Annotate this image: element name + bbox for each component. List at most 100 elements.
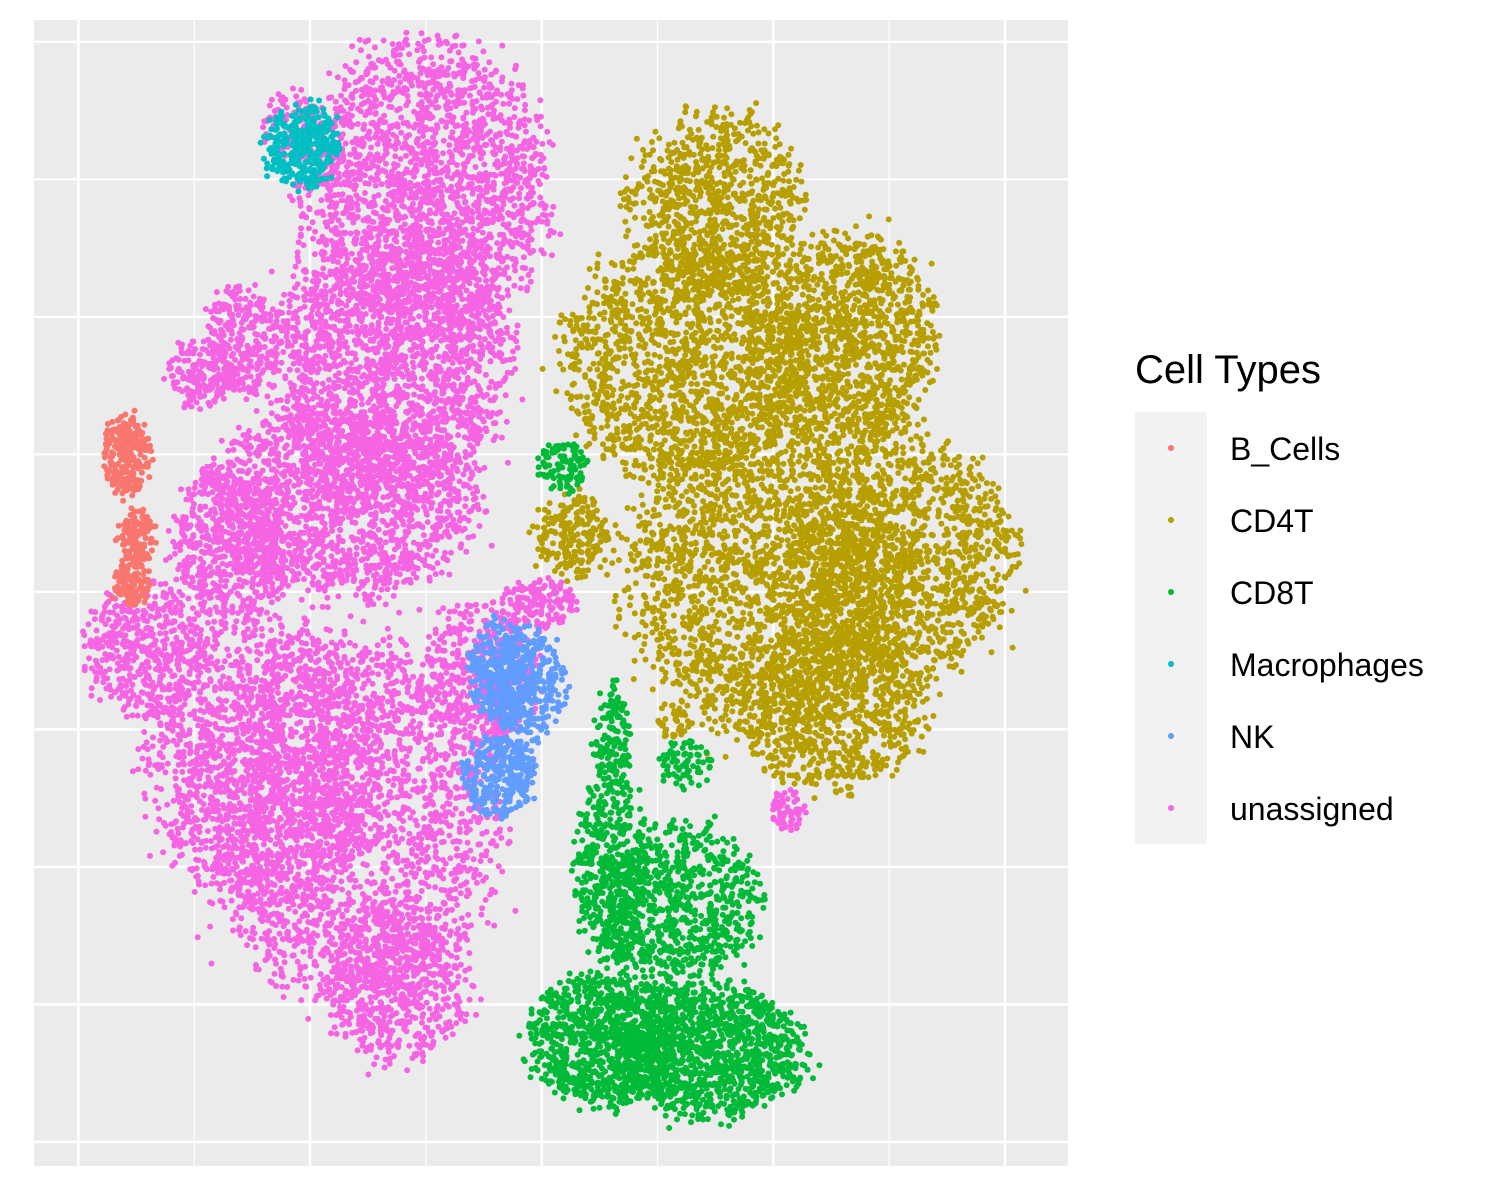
point — [288, 449, 295, 455]
point — [406, 254, 412, 261]
point — [322, 292, 329, 299]
point — [422, 260, 429, 267]
point — [487, 397, 494, 404]
point — [394, 217, 401, 224]
point — [372, 182, 379, 189]
point — [498, 170, 504, 177]
point — [353, 192, 360, 199]
point — [403, 29, 410, 36]
point — [356, 152, 363, 159]
point — [371, 193, 378, 200]
point — [365, 53, 372, 60]
point — [452, 33, 459, 40]
point — [477, 155, 484, 162]
point — [374, 141, 381, 147]
point — [390, 203, 397, 210]
point — [388, 246, 395, 252]
point — [373, 405, 380, 412]
point — [514, 155, 521, 162]
point — [311, 251, 318, 258]
point — [367, 234, 374, 241]
point — [516, 195, 522, 202]
point — [341, 385, 348, 392]
point — [452, 146, 459, 153]
point — [379, 155, 386, 162]
point — [391, 228, 398, 235]
point — [431, 141, 437, 148]
point — [305, 587, 312, 594]
point — [443, 370, 450, 377]
point — [514, 96, 521, 103]
point — [392, 347, 399, 354]
point — [442, 265, 448, 272]
point — [503, 418, 510, 425]
point — [480, 321, 486, 328]
point — [481, 286, 487, 293]
point — [490, 149, 496, 156]
point — [416, 313, 423, 320]
point — [373, 345, 380, 352]
point — [455, 375, 462, 382]
point — [334, 281, 341, 288]
point — [422, 308, 428, 315]
point — [484, 220, 491, 227]
point — [469, 323, 476, 330]
point — [363, 457, 370, 464]
point — [351, 176, 358, 183]
point — [334, 228, 341, 235]
point — [543, 173, 550, 180]
point — [336, 340, 343, 347]
point — [368, 120, 375, 127]
point — [320, 265, 327, 272]
point — [329, 294, 336, 301]
point — [347, 230, 354, 237]
point — [338, 197, 345, 204]
point — [403, 284, 409, 290]
point — [501, 235, 508, 242]
point — [494, 308, 501, 315]
point — [429, 246, 435, 253]
point — [446, 571, 453, 578]
point — [401, 262, 408, 269]
point — [557, 231, 564, 238]
point — [372, 111, 379, 117]
point — [453, 244, 460, 251]
point — [481, 142, 488, 148]
point — [365, 299, 372, 306]
point — [430, 290, 437, 297]
point — [488, 137, 495, 144]
point — [459, 133, 466, 140]
point — [326, 376, 333, 383]
point — [313, 380, 320, 387]
point — [484, 176, 491, 183]
point — [421, 84, 428, 91]
point — [418, 101, 425, 108]
series-unassigned — [80, 29, 809, 1078]
point — [522, 128, 529, 135]
point — [328, 202, 335, 209]
point — [387, 123, 394, 130]
point — [463, 548, 470, 555]
point — [477, 193, 484, 200]
point — [383, 160, 389, 167]
point — [451, 254, 457, 261]
point — [396, 184, 403, 190]
point — [344, 377, 351, 383]
point — [389, 41, 396, 47]
point — [348, 360, 355, 367]
point — [498, 117, 505, 124]
point — [524, 195, 531, 202]
point — [338, 300, 345, 306]
point — [345, 514, 352, 521]
point — [509, 132, 516, 139]
point — [537, 194, 544, 201]
point — [500, 314, 507, 320]
point — [306, 346, 313, 353]
point — [383, 243, 390, 250]
point — [393, 294, 400, 301]
point — [454, 169, 461, 176]
point — [517, 285, 524, 292]
point — [407, 179, 414, 186]
point — [328, 167, 335, 174]
